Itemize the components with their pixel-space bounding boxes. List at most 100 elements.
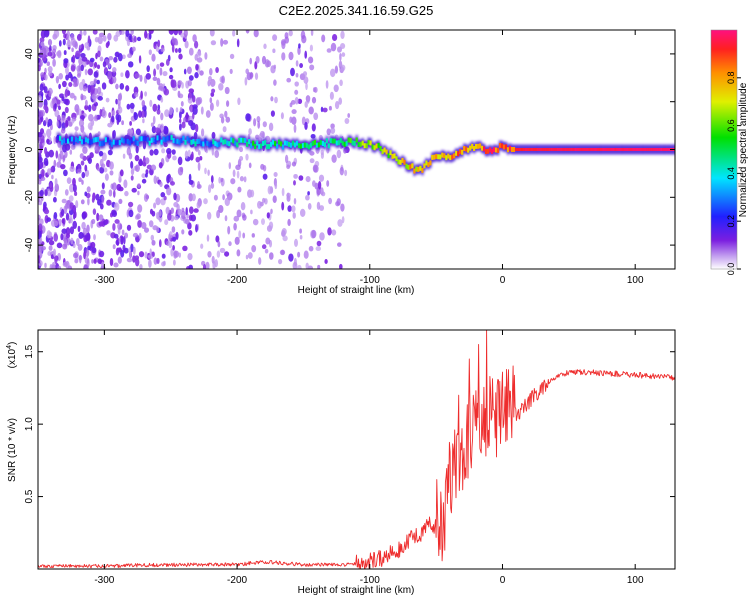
noise-speckle xyxy=(269,252,274,260)
noise-speckle xyxy=(170,207,174,214)
noise-speckle xyxy=(102,61,107,68)
noise-speckle xyxy=(337,242,342,247)
noise-speckle xyxy=(222,39,229,45)
noise-speckle xyxy=(197,181,201,189)
ridge-core-cell xyxy=(94,137,97,143)
noise-speckle xyxy=(142,155,146,164)
noise-speckle xyxy=(184,150,189,159)
noise-speckle xyxy=(149,99,153,107)
ridge-core-cell xyxy=(564,148,567,151)
noise-speckle xyxy=(192,95,196,103)
ridge-core-cell xyxy=(347,137,350,143)
noise-speckle xyxy=(62,154,66,161)
ridge-core-cell xyxy=(349,138,352,144)
noise-speckle xyxy=(132,232,139,238)
noise-speckle xyxy=(293,197,297,205)
noise-speckle xyxy=(73,78,78,87)
ridge-core-cell xyxy=(351,140,354,146)
noise-speckle xyxy=(278,258,283,265)
noise-speckle xyxy=(77,225,81,233)
noise-speckle xyxy=(97,258,102,264)
noise-speckle xyxy=(182,245,188,252)
ridge-core-cell xyxy=(512,147,516,152)
ridge-core-cell xyxy=(272,139,275,145)
ridge-core-cell xyxy=(182,135,185,141)
noise-speckle xyxy=(80,160,85,166)
noise-speckle xyxy=(183,68,187,75)
noise-speckle xyxy=(195,123,199,133)
noise-speckle xyxy=(109,257,114,267)
ridge-core-cell xyxy=(596,148,599,151)
ridge-core-cell xyxy=(449,155,452,161)
ridge-core-cell xyxy=(299,143,303,149)
noise-speckle xyxy=(90,241,96,249)
noise-speckle xyxy=(73,252,79,259)
ridge-core-cell xyxy=(329,138,332,144)
noise-speckle xyxy=(295,73,299,78)
noise-speckle xyxy=(78,44,82,50)
ridge-core-cell xyxy=(479,143,482,149)
ridge-core-cell xyxy=(528,148,531,151)
noise-speckle xyxy=(288,51,294,61)
noise-speckle xyxy=(315,246,322,252)
noise-speckle xyxy=(113,190,116,198)
ridge-core-cell xyxy=(216,142,219,148)
ridge-core-cell xyxy=(232,138,235,144)
noise-speckle xyxy=(197,162,201,171)
noise-speckle xyxy=(144,30,148,39)
noise-speckle xyxy=(39,99,43,107)
ridge-core-cell xyxy=(614,148,617,151)
noise-speckle xyxy=(326,48,332,53)
noise-speckle xyxy=(291,161,297,167)
ridge-core-cell xyxy=(70,136,74,142)
noise-speckle xyxy=(173,215,179,221)
noise-speckle xyxy=(187,253,193,261)
noise-speckle xyxy=(39,189,44,197)
noise-speckle xyxy=(129,120,132,126)
ridge-core-cell xyxy=(403,159,406,165)
ridge-core-cell xyxy=(626,148,629,151)
noise-speckle xyxy=(261,218,265,226)
noise-speckle xyxy=(75,50,81,58)
noise-speckle xyxy=(81,179,84,185)
noise-speckle xyxy=(56,115,61,121)
noise-speckle xyxy=(164,109,170,117)
noise-speckle xyxy=(107,122,113,128)
ridge-core-cell xyxy=(355,137,358,143)
noise-speckle xyxy=(180,166,184,173)
noise-speckle xyxy=(188,173,192,182)
ridge-core-cell xyxy=(568,148,571,151)
ridge-core-cell xyxy=(132,136,135,142)
noise-speckle xyxy=(62,38,66,46)
noise-speckle xyxy=(119,83,125,90)
noise-speckle xyxy=(54,256,58,265)
noise-speckle xyxy=(221,75,225,84)
ridge-core-cell xyxy=(281,144,285,150)
noise-speckle xyxy=(270,96,274,102)
noise-speckle xyxy=(181,121,186,129)
ridge-core-cell xyxy=(303,142,306,148)
noise-speckle xyxy=(53,135,57,145)
noise-speckle xyxy=(260,163,265,170)
noise-speckle xyxy=(99,203,104,210)
ridge-core-cell xyxy=(315,142,318,148)
noise-speckle xyxy=(105,97,110,103)
ridge-core-cell xyxy=(178,139,181,145)
ridge-core-cell xyxy=(662,148,665,151)
ridge-core-cell xyxy=(293,142,297,148)
noise-speckle xyxy=(76,108,79,116)
noise-speckle xyxy=(299,228,302,234)
ridge-core-cell xyxy=(375,143,378,149)
noise-speckle xyxy=(96,79,100,85)
ridge-core-cell xyxy=(359,141,362,147)
ridge-core-cell xyxy=(236,142,239,148)
noise-speckle xyxy=(200,128,205,137)
ridge-core-cell xyxy=(471,143,474,149)
noise-speckle xyxy=(325,80,329,89)
ridge-core-cell xyxy=(190,139,193,145)
ridge-core-cell xyxy=(401,157,404,163)
ridge-core-cell xyxy=(280,141,283,147)
ridge-core-cell xyxy=(554,148,557,151)
noise-speckle xyxy=(215,235,220,243)
